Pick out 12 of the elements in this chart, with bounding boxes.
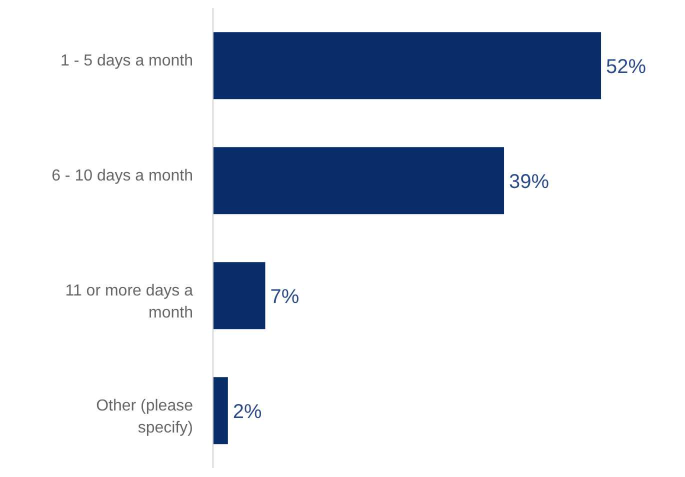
y-tick-label: 11 or more days a month — [65, 282, 194, 322]
data-label: 39% — [509, 170, 550, 193]
bar — [213, 377, 228, 444]
y-tick-label: Other (please specify) — [96, 398, 194, 436]
bar — [213, 32, 602, 100]
data-label: 7% — [270, 286, 300, 308]
bar — [213, 262, 266, 330]
data-label: 2% — [232, 400, 262, 423]
y-tick-label: 6 - 10 days a month — [52, 168, 193, 184]
y-tick-label: 1 - 5 days a month — [60, 52, 193, 70]
bar — [213, 147, 504, 214]
data-label: 52% — [606, 56, 646, 78]
